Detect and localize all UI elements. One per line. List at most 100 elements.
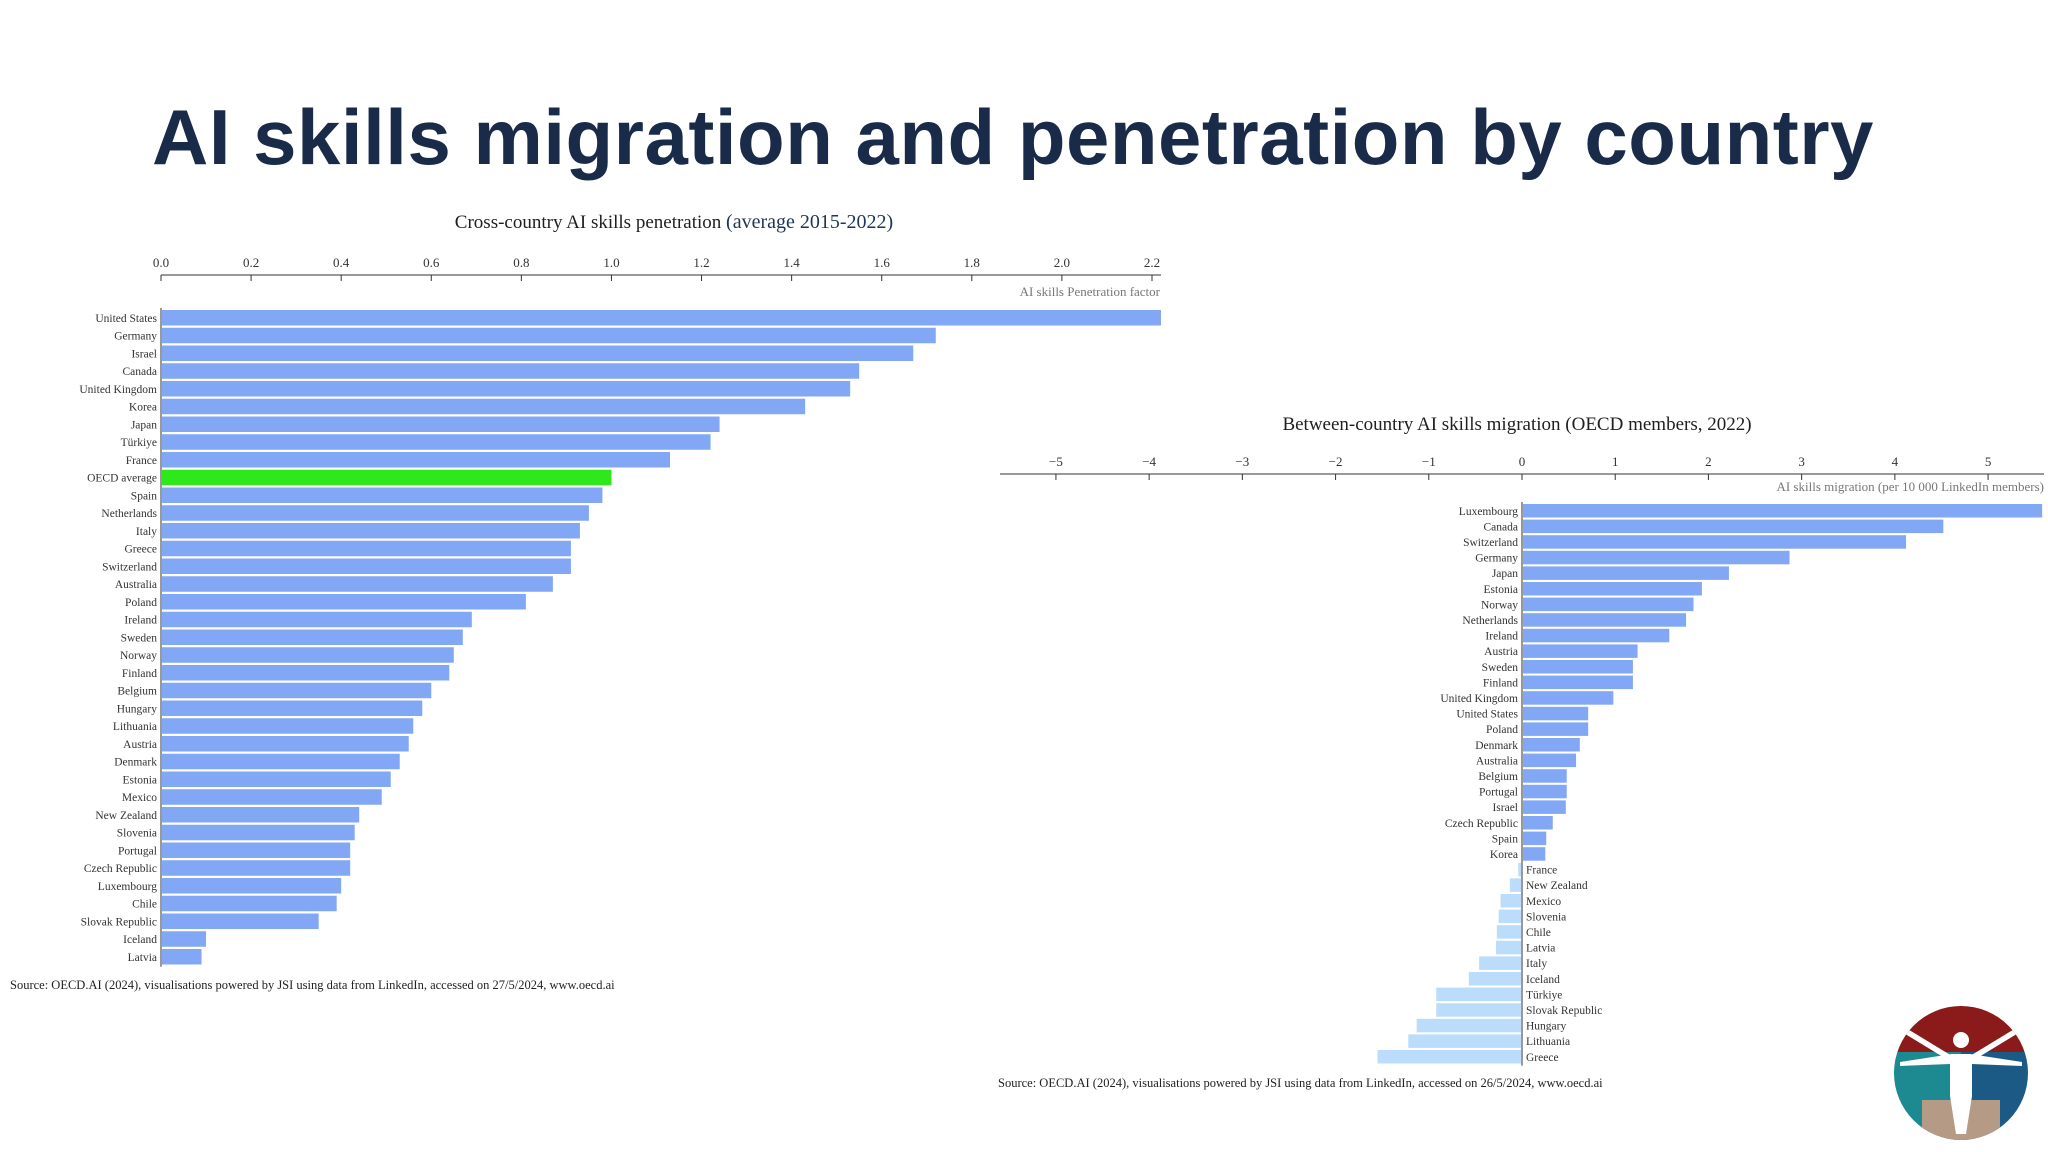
penetration-category-label: Switzerland [102, 561, 157, 573]
penetration-category-label: Norway [120, 650, 157, 662]
penetration-bar-hungary [162, 700, 423, 716]
penetration-bar-chile [162, 895, 337, 912]
penetration-bar-poland [162, 594, 526, 610]
penetration-bar-australia [162, 576, 553, 592]
migration-bar-united-kingdom [1523, 691, 1614, 705]
penetration-category-label: Luxembourg [98, 881, 157, 893]
penetration-bar-belgium [162, 682, 432, 699]
migration-category-label: Spain [1492, 833, 1518, 845]
migration-bar-austria [1523, 644, 1638, 658]
penetration-source-note: Source: OECD.AI (2024), visualisations p… [10, 978, 615, 992]
penetration-category-label: Finland [122, 668, 157, 680]
migration-category-label: Iceland [1526, 974, 1560, 986]
migration-chart: Between-country AI skills migration (OEC… [1000, 414, 2044, 1066]
penetration-axis-label: AI skills Penetration factor [1020, 284, 1161, 299]
migration-bar-hungary [1416, 1018, 1521, 1033]
migration-category-label: Canada [1484, 521, 1518, 533]
penetration-tick-label: 2.2 [1144, 255, 1160, 270]
migration-tick-label: 3 [1798, 454, 1805, 469]
penetration-bar-japan [162, 416, 720, 432]
penetration-chart-title: Cross-country AI skills penetration (ave… [455, 211, 893, 233]
migration-bar-switzerland [1523, 535, 1907, 549]
migration-bar-t-rkiye [1436, 987, 1521, 1002]
migration-tick-label: 4 [1892, 454, 1899, 469]
migration-tick-label: 1 [1612, 454, 1619, 469]
migration-category-label: Ireland [1485, 631, 1518, 643]
migration-chart-title: Between-country AI skills migration (OEC… [1282, 414, 1751, 435]
migration-category-label: Czech Republic [1445, 818, 1518, 830]
migration-bar-slovak-republic [1436, 1003, 1521, 1017]
penetration-tick-label: 1.4 [784, 255, 801, 270]
page-title: AI skills migration and penetration by c… [152, 93, 1874, 181]
penetration-category-label: Portugal [118, 845, 157, 857]
migration-category-label: France [1526, 865, 1557, 877]
penetration-bar-slovak-republic [162, 913, 319, 929]
penetration-bar-lithuania [162, 718, 414, 734]
penetration-category-label: Canada [123, 366, 157, 378]
migration-category-label: Greece [1526, 1052, 1559, 1064]
migration-bar-czech-republic [1523, 816, 1553, 830]
penetration-category-label: Iceland [123, 934, 157, 946]
migration-bar-norway [1523, 597, 1694, 612]
penetration-bar-mexico [162, 789, 382, 805]
penetration-tick-label: 1.8 [964, 255, 980, 270]
penetration-tick-label: 1.0 [603, 255, 619, 270]
penetration-tick-label: 0.4 [333, 255, 350, 270]
migration-category-label: Australia [1476, 755, 1518, 767]
penetration-bar-greece [162, 540, 571, 557]
penetration-category-label: Netherlands [101, 508, 157, 520]
penetration-bar-austria [162, 736, 409, 752]
penetration-tick-label: 1.2 [693, 255, 709, 270]
penetration-category-label: Sweden [121, 632, 158, 644]
migration-bar-australia [1523, 753, 1577, 768]
migration-category-label: Sweden [1482, 662, 1519, 674]
penetration-category-label: Denmark [114, 757, 157, 769]
penetration-tick-label: 0.6 [423, 255, 440, 270]
penetration-category-label: United States [95, 313, 157, 325]
migration-category-label: Japan [1492, 568, 1518, 580]
migration-category-label: Slovenia [1526, 911, 1566, 923]
migration-bar-canada [1523, 519, 1944, 534]
migration-bar-new-zealand [1509, 878, 1521, 892]
migration-category-label: Switzerland [1463, 537, 1518, 549]
migration-category-label: United Kingdom [1440, 693, 1518, 705]
migration-bar-slovenia [1498, 909, 1521, 924]
migration-bar-japan [1523, 566, 1729, 580]
penetration-tick-label: 0.2 [243, 255, 259, 270]
migration-bar-germany [1523, 550, 1790, 565]
penetration-bar-new-zealand [162, 807, 360, 823]
penetration-bar-slovenia [162, 824, 355, 841]
penetration-category-label: Korea [129, 402, 157, 414]
migration-category-label: Luxembourg [1459, 506, 1518, 518]
penetration-category-label: Germany [114, 331, 157, 343]
migration-category-label: Poland [1486, 724, 1518, 736]
migration-category-label: Finland [1483, 677, 1518, 689]
penetration-bar-spain [162, 487, 603, 503]
penetration-bar-estonia [162, 771, 391, 787]
migration-bar-luxembourg [1523, 504, 2043, 518]
penetration-bar-france [162, 452, 671, 468]
penetration-category-label: Ireland [124, 615, 157, 627]
penetration-bar-norway [162, 647, 454, 663]
migration-category-label: Korea [1490, 849, 1518, 861]
migration-bar-netherlands [1523, 613, 1687, 627]
migration-bar-mexico [1500, 894, 1521, 908]
migration-bar-belgium [1523, 769, 1567, 783]
migration-bar-spain [1523, 831, 1547, 846]
penetration-bar-ireland [162, 611, 472, 628]
penetration-category-label: Lithuania [113, 721, 157, 733]
penetration-bar-portugal [162, 842, 351, 858]
migration-category-label: Chile [1526, 927, 1551, 939]
migration-tick-label: −4 [1142, 454, 1156, 469]
penetration-bar-oecd-average [162, 469, 612, 486]
migration-bar-portugal [1523, 784, 1567, 799]
penetration-bar-germany [162, 327, 936, 344]
penetration-category-label: New Zealand [95, 810, 157, 822]
vitruvian-logo [1894, 1006, 2028, 1140]
migration-axis-label: AI skills migration (per 10 000 LinkedIn… [1776, 479, 2044, 494]
migration-category-label: Portugal [1479, 787, 1518, 799]
migration-bar-france [1518, 862, 1521, 877]
migration-category-label: Latvia [1526, 943, 1555, 955]
penetration-bar-latvia [162, 949, 202, 965]
penetration-bar-united-states [162, 310, 1161, 326]
